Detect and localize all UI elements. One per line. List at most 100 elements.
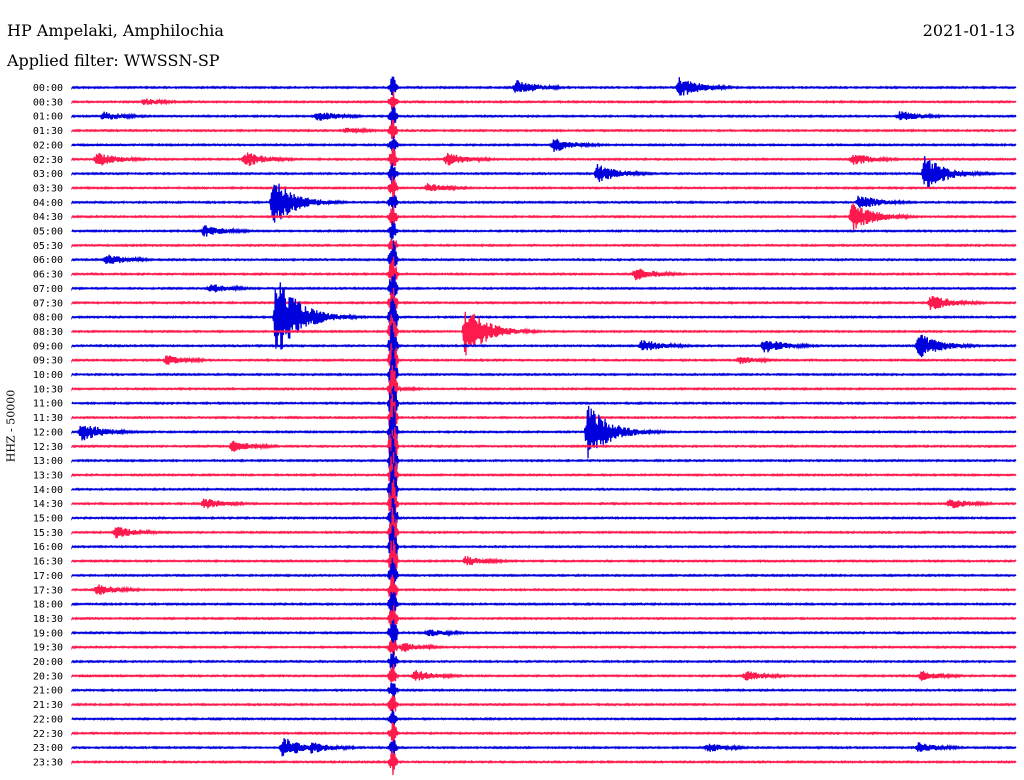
time-tick-label: 18:00 (33, 600, 63, 611)
trace-row (71, 156, 1017, 189)
trace-row (71, 540, 1017, 584)
trace-row (71, 311, 1017, 356)
trace-row (71, 619, 1017, 648)
time-tick-label: 02:00 (33, 140, 63, 151)
time-tick-label: 09:00 (33, 341, 63, 352)
time-tick-label: 22:30 (33, 729, 63, 740)
trace-row (71, 452, 1017, 494)
trace-row (71, 640, 1017, 658)
trace-row (71, 750, 1017, 776)
trace-row (71, 591, 1017, 620)
time-tick-label: 04:00 (33, 198, 63, 209)
trace-row (71, 183, 1017, 223)
trace-row (71, 722, 1017, 745)
trace-row (71, 393, 1017, 435)
time-tick-labels: 00:00 00:30 01:00 01:30 02:00 02:30 03:00 03:30… (33, 83, 63, 768)
trace-row (71, 682, 1017, 699)
time-tick-label: 05:30 (33, 241, 63, 252)
trace-row (71, 148, 1017, 168)
trace-row (71, 256, 1017, 288)
time-tick-label: 07:00 (33, 284, 63, 295)
trace-row (71, 203, 1017, 231)
trace-row (71, 574, 1017, 604)
date-label: 2021-01-13 (922, 21, 1015, 40)
time-tick-label: 23:30 (33, 757, 63, 768)
trace-row (71, 479, 1017, 520)
time-tick-label: 09:30 (33, 356, 63, 367)
time-tick-label: 13:00 (33, 456, 63, 467)
time-tick-label: 22:00 (33, 714, 63, 725)
time-tick-label: 20:00 (33, 657, 63, 668)
trace-row (71, 436, 1017, 479)
time-tick-label: 01:30 (33, 126, 63, 137)
time-tick-label: 10:00 (33, 370, 63, 381)
time-tick-label: 07:30 (33, 298, 63, 309)
time-tick-label: 15:00 (33, 514, 63, 525)
seismic-traces (71, 76, 1017, 776)
time-tick-label: 21:00 (33, 686, 63, 697)
trace-row (71, 238, 1017, 252)
time-tick-label: 16:00 (33, 542, 63, 553)
time-tick-label: 19:00 (33, 628, 63, 639)
trace-row (71, 347, 1017, 392)
time-tick-label: 11:00 (33, 399, 63, 410)
time-tick-label: 08:00 (33, 313, 63, 324)
trace-row (71, 498, 1017, 547)
time-tick-label: 19:30 (33, 643, 63, 654)
time-tick-label: 04:30 (33, 212, 63, 223)
time-tick-label: 21:30 (33, 700, 63, 711)
time-tick-label: 12:00 (33, 427, 63, 438)
time-tick-label: 06:00 (33, 255, 63, 266)
trace-row (71, 323, 1017, 363)
trace-row (71, 364, 1017, 418)
time-tick-label: 05:00 (33, 227, 63, 238)
time-tick-label: 08:30 (33, 327, 63, 338)
trace-row (71, 273, 1017, 303)
trace-row (71, 525, 1017, 568)
time-tick-label: 17:30 (33, 585, 63, 596)
time-tick-label: 00:00 (33, 83, 63, 94)
time-tick-label: 03:00 (33, 169, 63, 180)
trace-row (71, 221, 1017, 241)
trace-row (71, 709, 1017, 731)
trace-row (71, 240, 1017, 272)
time-tick-label: 20:30 (33, 671, 63, 682)
time-tick-label: 15:30 (33, 528, 63, 539)
trace-row (71, 405, 1017, 462)
trace-row (71, 651, 1017, 674)
trace-row (71, 507, 1017, 550)
time-tick-label: 17:00 (33, 571, 63, 582)
time-tick-label: 14:30 (33, 499, 63, 510)
time-tick-label: 06:30 (33, 270, 63, 281)
trace-row (71, 136, 1017, 153)
time-tick-label: 14:00 (33, 485, 63, 496)
time-tick-label: 11:30 (33, 413, 63, 424)
filter-label: Applied filter: WWSSN-SP (7, 51, 220, 70)
time-tick-label: 16:30 (33, 557, 63, 568)
trace-row (71, 76, 1017, 96)
time-tick-label: 18:30 (33, 614, 63, 625)
trace-row (71, 605, 1017, 641)
trace-row (71, 695, 1017, 716)
time-tick-label: 13:30 (33, 470, 63, 481)
time-tick-label: 03:30 (33, 183, 63, 194)
time-tick-label: 00:30 (33, 97, 63, 108)
trace-row (71, 664, 1017, 683)
trace-row (71, 386, 1017, 419)
trace-row (71, 282, 1017, 350)
station-title: HP Ampelaki, Amphilochia (7, 21, 224, 40)
time-tick-label: 01:00 (33, 112, 63, 123)
trace-row (71, 427, 1017, 474)
trace-row (71, 463, 1017, 518)
time-tick-label: 10:30 (33, 384, 63, 395)
trace-row (71, 558, 1017, 595)
trace-row (71, 738, 1017, 757)
time-tick-label: 02:30 (33, 155, 63, 166)
trace-row (71, 343, 1017, 383)
trace-row (71, 176, 1017, 201)
trace-row (71, 119, 1017, 140)
trace-row (71, 107, 1017, 130)
time-tick-label: 23:00 (33, 743, 63, 754)
time-tick-label: 12:30 (33, 442, 63, 453)
